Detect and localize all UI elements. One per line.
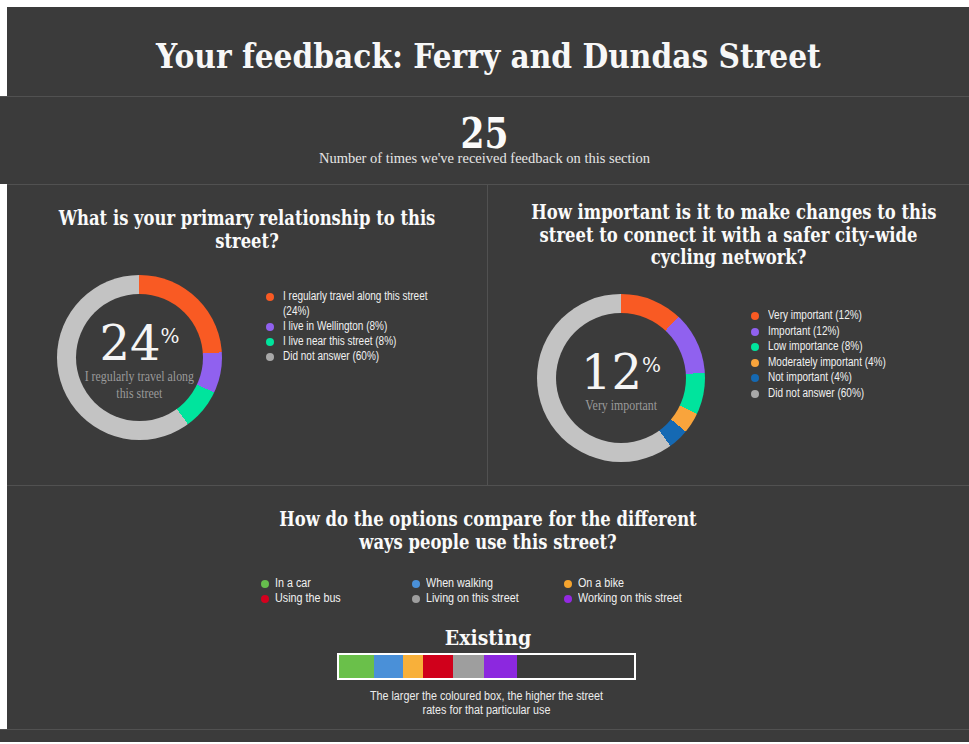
chart-panel-importance: How important is it to make changes to t… bbox=[488, 184, 969, 485]
legend-dot bbox=[751, 312, 759, 320]
legend-label: In a car bbox=[275, 576, 311, 591]
bar-segment-living-on-this-street[interactable] bbox=[453, 655, 484, 678]
percent-sign: % bbox=[642, 353, 661, 377]
legend-dot bbox=[261, 580, 269, 588]
legend-label: I live in Wellington (8%) bbox=[283, 319, 387, 334]
legend-dot bbox=[751, 343, 759, 351]
comparison-panel: How do the options compare for the diffe… bbox=[7, 485, 969, 729]
legend-dot bbox=[412, 580, 420, 588]
footer-band bbox=[0, 729, 969, 742]
legend-dot bbox=[266, 338, 274, 346]
legend-item[interactable]: Not important (4%) bbox=[751, 370, 915, 386]
legend-item[interactable]: Living on this street bbox=[412, 591, 534, 606]
legend-relationship: I regularly travel along this street(24%… bbox=[266, 289, 464, 364]
donut-center: 24% I regularly travel alongthis street bbox=[57, 275, 222, 440]
donut-center: 12% Very important bbox=[537, 294, 705, 462]
legend-dot bbox=[266, 353, 274, 361]
legend-dot bbox=[261, 595, 269, 603]
legend-item[interactable]: Moderately important (4%) bbox=[751, 355, 915, 371]
legend-item[interactable]: Did not answer (60%) bbox=[266, 349, 464, 364]
chart-title-importance: How important is it to make changes to t… bbox=[531, 201, 925, 269]
stats-band: 25 Number of times we've received feedba… bbox=[0, 96, 969, 184]
legend-label: On a bike bbox=[578, 576, 624, 591]
bar-segment-when-walking[interactable] bbox=[374, 655, 403, 678]
header-band: Your feedback: Ferry and Dundas Street bbox=[7, 7, 969, 96]
stacked-bar-existing[interactable] bbox=[337, 653, 636, 680]
chart-title-relationship: What is your primary relationship to thi… bbox=[50, 207, 444, 253]
legend-item[interactable]: When walking bbox=[412, 576, 534, 591]
bar-segment-working-on-this-street[interactable] bbox=[484, 655, 517, 678]
legend-item[interactable]: On a bike bbox=[564, 576, 699, 591]
legend-column: When walkingLiving on this street bbox=[412, 576, 534, 606]
donut-center-label: Very important bbox=[585, 397, 657, 414]
legend-item[interactable]: Using the bus bbox=[261, 591, 351, 606]
donut-center-label: I regularly travel alongthis street bbox=[85, 368, 194, 402]
percent-sign: % bbox=[161, 324, 180, 348]
legend-label: Did not answer (60%) bbox=[283, 349, 379, 364]
legend-dot bbox=[564, 595, 572, 603]
bar-segment-on-a-bike[interactable] bbox=[403, 655, 423, 678]
legend-item[interactable]: In a car bbox=[261, 576, 351, 591]
legend-label: Not important (4%) bbox=[768, 370, 852, 386]
page-title: Your feedback: Ferry and Dundas Street bbox=[156, 37, 821, 76]
legend-dot bbox=[412, 595, 420, 603]
bar-title-existing: Existing bbox=[55, 625, 921, 650]
legend-item[interactable]: Low importance (8%) bbox=[751, 339, 915, 355]
legend-dot bbox=[564, 580, 572, 588]
chart-title-comparison: How do the options compare for the diffe… bbox=[94, 508, 883, 554]
legend-label: Very important (12%) bbox=[768, 308, 862, 324]
legend-label: Important (12%) bbox=[768, 324, 840, 340]
legend-label: When walking bbox=[426, 576, 493, 591]
legend-item[interactable]: I regularly travel along this street(24%… bbox=[266, 289, 464, 319]
legend-importance: Very important (12%)Important (12%)Low i… bbox=[751, 308, 915, 401]
legend-label: Working on this street bbox=[578, 591, 682, 606]
legend-item[interactable]: Important (12%) bbox=[751, 324, 915, 340]
legend-dot bbox=[751, 359, 759, 367]
legend-label: Living on this street bbox=[426, 591, 519, 606]
legend-label: I regularly travel along this street(24%… bbox=[283, 289, 428, 319]
legend-dot bbox=[751, 328, 759, 336]
legend-item[interactable]: I live in Wellington (8%) bbox=[266, 319, 464, 334]
feedback-count-label: Number of times we've received feedback … bbox=[0, 151, 969, 166]
chart-panel-relationship: What is your primary relationship to thi… bbox=[7, 184, 488, 485]
donut-center-value: 12% bbox=[581, 342, 661, 395]
legend-dot bbox=[751, 374, 759, 382]
legend-column: On a bikeWorking on this street bbox=[564, 576, 699, 606]
legend-label: Using the bus bbox=[275, 591, 341, 606]
legend-comparison: In a carUsing the bus When walkingLiving … bbox=[7, 576, 969, 610]
legend-item[interactable]: Working on this street bbox=[564, 591, 699, 606]
feedback-count: 25 bbox=[87, 113, 882, 155]
legend-label: Low importance (8%) bbox=[768, 339, 862, 355]
legend-dot bbox=[266, 323, 274, 331]
legend-label: Did not answer (60%) bbox=[768, 386, 864, 402]
page: Your feedback: Ferry and Dundas Street 2… bbox=[0, 0, 969, 744]
bar-caption: The larger the coloured box, the higher … bbox=[358, 690, 615, 717]
donut-chart-relationship[interactable]: 24% I regularly travel alongthis street bbox=[57, 275, 222, 440]
legend-label: I live near this street (8%) bbox=[283, 334, 396, 349]
legend-item[interactable]: Did not answer (60%) bbox=[751, 386, 915, 402]
bar-segment-in-a-car[interactable] bbox=[339, 655, 374, 678]
donut-center-value: 24% bbox=[99, 313, 179, 366]
bar-segment-using-the-bus[interactable] bbox=[423, 655, 453, 678]
legend-dot bbox=[751, 390, 759, 398]
legend-item[interactable]: I live near this street (8%) bbox=[266, 334, 464, 349]
legend-item[interactable]: Very important (12%) bbox=[751, 308, 915, 324]
legend-column: In a carUsing the bus bbox=[261, 576, 351, 606]
legend-label: Moderately important (4%) bbox=[768, 355, 886, 371]
legend-dot bbox=[266, 293, 274, 301]
donut-chart-importance[interactable]: 12% Very important bbox=[537, 294, 705, 462]
